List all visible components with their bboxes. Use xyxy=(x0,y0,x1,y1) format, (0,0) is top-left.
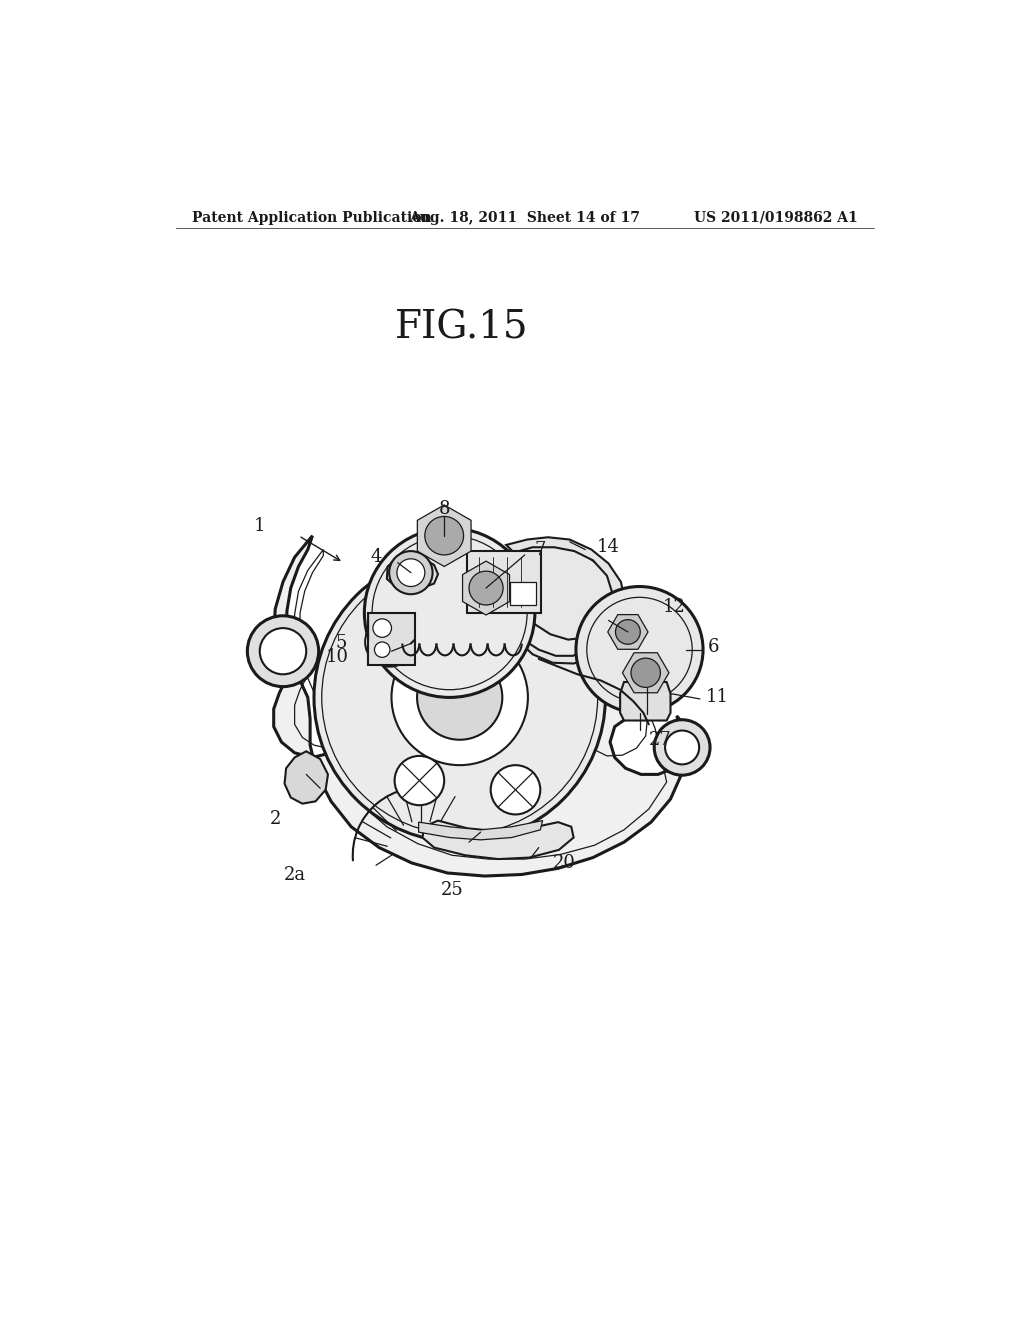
Polygon shape xyxy=(419,821,543,840)
Circle shape xyxy=(469,572,503,605)
Polygon shape xyxy=(387,557,438,590)
Text: 27: 27 xyxy=(649,731,672,748)
Circle shape xyxy=(417,655,503,739)
Text: 12: 12 xyxy=(663,598,686,615)
Circle shape xyxy=(260,628,306,675)
Circle shape xyxy=(631,659,660,688)
Polygon shape xyxy=(621,682,671,721)
Text: 5: 5 xyxy=(335,635,346,652)
Polygon shape xyxy=(463,561,510,615)
Circle shape xyxy=(665,730,699,764)
Text: Patent Application Publication: Patent Application Publication xyxy=(191,211,431,224)
Circle shape xyxy=(394,756,444,805)
Circle shape xyxy=(654,719,710,775)
Circle shape xyxy=(615,619,640,644)
Polygon shape xyxy=(510,582,536,605)
Polygon shape xyxy=(273,536,690,876)
Text: US 2011/0198862 A1: US 2011/0198862 A1 xyxy=(694,211,858,224)
Text: 20: 20 xyxy=(553,854,575,873)
Circle shape xyxy=(490,766,541,814)
Circle shape xyxy=(375,642,390,657)
Circle shape xyxy=(373,619,391,638)
Text: Aug. 18, 2011  Sheet 14 of 17: Aug. 18, 2011 Sheet 14 of 17 xyxy=(410,211,640,224)
Text: 25: 25 xyxy=(440,880,463,899)
Text: 10: 10 xyxy=(326,648,349,667)
Polygon shape xyxy=(506,537,626,664)
Circle shape xyxy=(314,553,605,842)
Polygon shape xyxy=(369,612,415,665)
Text: 2: 2 xyxy=(269,810,281,828)
Polygon shape xyxy=(418,506,471,566)
Polygon shape xyxy=(423,821,573,859)
Circle shape xyxy=(389,552,432,594)
Text: 7: 7 xyxy=(535,541,546,558)
Polygon shape xyxy=(623,653,669,693)
Polygon shape xyxy=(508,545,616,640)
Polygon shape xyxy=(467,552,541,612)
Circle shape xyxy=(425,516,464,554)
Polygon shape xyxy=(607,615,648,649)
Text: 1: 1 xyxy=(254,517,265,536)
Circle shape xyxy=(248,615,318,686)
Polygon shape xyxy=(285,751,328,804)
Text: 2a: 2a xyxy=(284,866,306,883)
Text: 4: 4 xyxy=(371,548,382,566)
Text: 11: 11 xyxy=(706,689,728,706)
Circle shape xyxy=(391,630,528,766)
Circle shape xyxy=(575,586,703,713)
Text: 6: 6 xyxy=(708,639,719,656)
Text: FIG.15: FIG.15 xyxy=(394,309,528,346)
Circle shape xyxy=(366,618,415,667)
Circle shape xyxy=(365,528,535,697)
Text: 14: 14 xyxy=(597,539,620,556)
Circle shape xyxy=(397,558,425,586)
Text: 8: 8 xyxy=(438,500,450,517)
